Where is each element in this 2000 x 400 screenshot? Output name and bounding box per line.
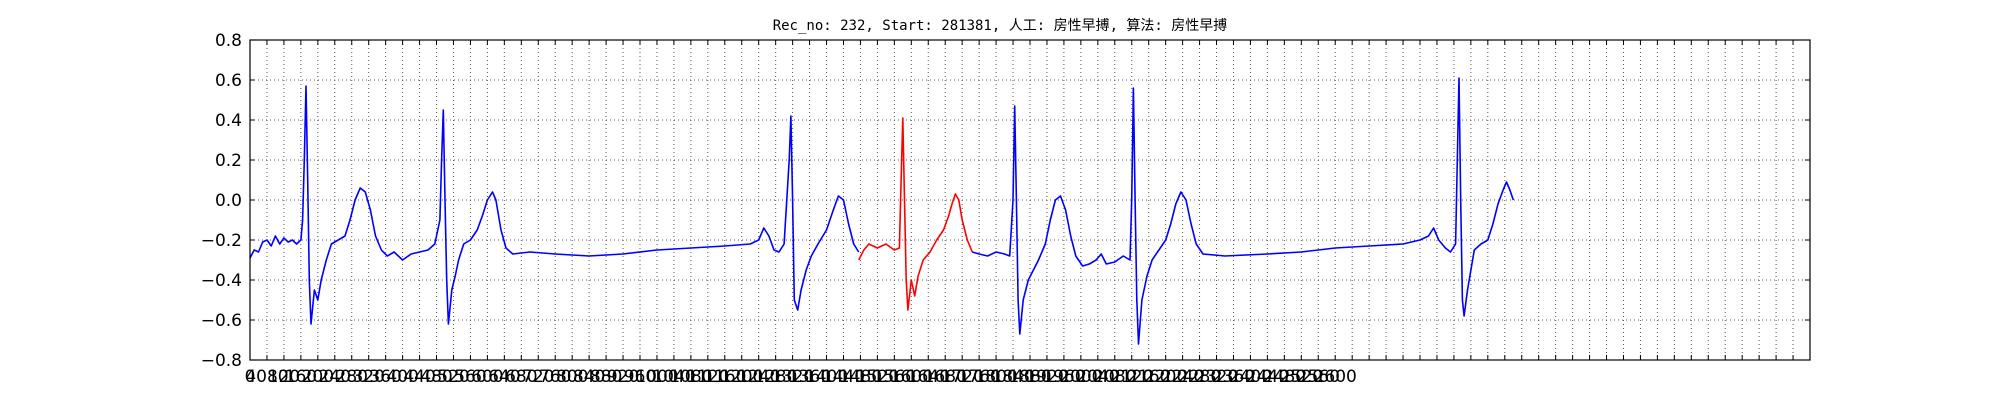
x-tick-label: 2000 (1059, 367, 1102, 387)
y-tick-label: 0.0 (215, 191, 242, 211)
x-tick-label: 1960 (1042, 367, 1085, 387)
x-tick-label: 2360 (1212, 367, 1255, 387)
x-tick-label: 800 (556, 367, 588, 387)
grid-lines (249, 39, 1811, 361)
x-tick-label: 2480 (1263, 367, 1306, 387)
x-tick-label: 400 (386, 367, 418, 387)
x-tick-label: 2160 (1127, 367, 1170, 387)
x-tick-label: 280 (336, 367, 368, 387)
x-tick-label: 680 (505, 367, 537, 387)
x-tick-label: 200 (302, 367, 334, 387)
x-tick-label: 480 (420, 367, 452, 387)
x-tick-label: 1520 (856, 367, 899, 387)
x-tick-label: 2120 (1110, 367, 1153, 387)
x-tick-label: 1120 (686, 367, 729, 387)
x-tick-label: 1000 (635, 367, 678, 387)
x-tick-label: 1440 (822, 367, 865, 387)
y-tick-label: −0.2 (201, 231, 242, 251)
x-tick-label: 2080 (1093, 367, 1136, 387)
x-tick-label: 1840 (991, 367, 1034, 387)
x-tick-label: 1480 (839, 367, 882, 387)
x-tick-label: 920 (607, 367, 639, 387)
y-tick-label: −0.8 (201, 351, 242, 371)
x-tick-label: 2520 (1280, 367, 1323, 387)
x-tick-label: 2200 (1144, 367, 1187, 387)
x-tick-label: 1640 (907, 367, 950, 387)
series-line-1 (249, 85, 860, 325)
x-tick-label: 1280 (754, 367, 797, 387)
x-tick-label: 1400 (805, 367, 848, 387)
x-axis-ticks: 0408012016020024028032036040044048052056… (245, 40, 1811, 387)
y-tick-label: 0.8 (215, 31, 242, 51)
x-tick-label: 0 (245, 367, 256, 387)
y-tick-label: −0.6 (201, 311, 242, 331)
y-tick-label: 0.2 (215, 151, 242, 171)
x-tick-label: 2320 (1195, 367, 1238, 387)
x-tick-label: 320 (352, 367, 384, 387)
signal-series (249, 77, 1515, 345)
series-line-3 (972, 77, 1515, 345)
x-tick-label: 1080 (669, 367, 712, 387)
x-tick-label: 1200 (720, 367, 763, 387)
x-tick-label: 880 (590, 367, 622, 387)
y-tick-label: 0.6 (215, 71, 242, 91)
x-tick-label: 1760 (957, 367, 1000, 387)
x-tick-label: 1880 (1008, 367, 1051, 387)
y-axis-ticks: −0.8 −0.6 −0.4 −0.2 0.0 0.2 0.4 0.6 0.8 (201, 31, 1810, 371)
x-tick-label: 600 (471, 367, 503, 387)
x-tick-label: 2440 (1246, 367, 1289, 387)
y-tick-label: 0.4 (215, 111, 242, 131)
x-tick-label: 560 (454, 367, 486, 387)
x-tick-label: 2560 (1297, 367, 1340, 387)
x-tick-label: 2240 (1161, 367, 1204, 387)
x-tick-label: 160 (285, 367, 317, 387)
x-tick-label: 1920 (1025, 367, 1068, 387)
x-tick-label: 360 (369, 367, 401, 387)
x-tick-label: 1040 (652, 367, 695, 387)
x-tick-label: 1240 (737, 367, 780, 387)
x-tick-label: 4080 (245, 367, 288, 387)
x-tick-label: 2400 (1229, 367, 1272, 387)
x-tick-label: 240 (319, 367, 351, 387)
x-tick-label: 1320 (771, 367, 814, 387)
x-tick-label: 760 (539, 367, 571, 387)
chart-title: Rec_no: 232, Start: 281381, 人工: 房性早搏, 算法… (773, 17, 1228, 34)
x-tick-label: 1800 (974, 367, 1017, 387)
x-tick-label: 2280 (1178, 367, 1221, 387)
x-tick-label: 840 (573, 367, 605, 387)
x-tick-label: 520 (437, 367, 469, 387)
x-tick-label: 1720 (941, 367, 984, 387)
x-tick-label: 1160 (703, 367, 746, 387)
x-tick-label: 960 (624, 367, 656, 387)
series-line-2 (857, 117, 974, 311)
x-tick-label: 2040 (1076, 367, 1119, 387)
x-tick-label: 120 (268, 367, 300, 387)
x-tick-label: 1360 (788, 367, 831, 387)
x-tick-label: 1600 (890, 367, 933, 387)
x-tick-label: 1680 (924, 367, 967, 387)
x-tick-label: 2600 (1314, 367, 1357, 387)
x-tick-label: 440 (403, 367, 435, 387)
x-tick-label: 720 (522, 367, 554, 387)
x-tick-label: 640 (488, 367, 520, 387)
x-tick-label: 1560 (873, 367, 916, 387)
y-tick-label: −0.4 (201, 271, 242, 291)
